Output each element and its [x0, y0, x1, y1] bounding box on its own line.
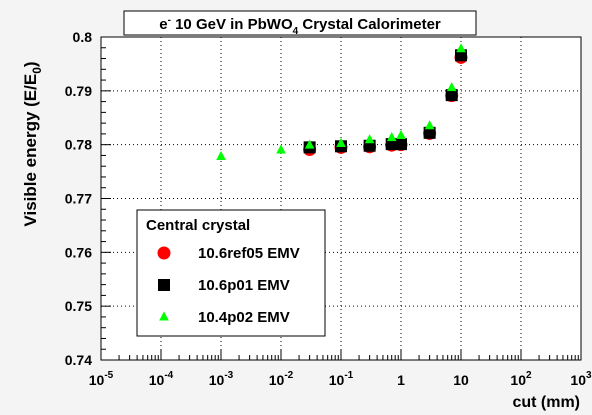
y-tick-label: 0.76	[65, 244, 92, 260]
y-tick-label: 0.75	[65, 298, 92, 314]
y-tick-labels: 0.74 0.75 0.76 0.77 0.78 0.79 0.8	[65, 29, 92, 368]
legend: Central crystal 10.6ref05 EMV 10.6p01 EMV…	[136, 209, 326, 337]
triangle-point	[396, 129, 406, 139]
x-tick-label: 102	[510, 370, 532, 388]
triangle-point	[304, 139, 315, 149]
legend-item: 10.4p02 EMV	[159, 309, 290, 326]
legend-label: 10.4p02 EMV	[198, 309, 290, 326]
x-tick-label: 10-2	[269, 370, 294, 388]
axis-ticks	[100, 36, 582, 361]
square-point	[445, 89, 458, 102]
y-tick-label: 0.79	[65, 83, 92, 99]
legend-label: 10.6ref05 EMV	[198, 245, 300, 262]
legend-item: 10.6p01 EMV	[158, 277, 290, 294]
triangle-point	[386, 132, 397, 142]
y-tick-label: 0.78	[65, 137, 92, 153]
x-tick-label: 10	[453, 372, 469, 388]
chart-title: e- 10 GeV in PbWO4 Crystal Calorimeter	[159, 15, 441, 37]
triangle-point	[456, 43, 466, 53]
legend-box	[136, 209, 326, 337]
x-tick-label: 1	[397, 372, 405, 388]
x-tick-label: 10-5	[89, 370, 114, 388]
plot-frame	[100, 36, 582, 361]
legend-label: 10.6p01 EMV	[198, 277, 290, 294]
title-box: e- 10 GeV in PbWO4 Crystal Calorimeter	[123, 10, 477, 37]
triangle-point	[446, 81, 457, 92]
square-point	[395, 138, 407, 151]
x-tick-label: 10-1	[329, 370, 354, 388]
triangle-point	[424, 120, 435, 130]
triangle-point	[276, 144, 286, 154]
legend-triangle-swatch	[159, 311, 169, 321]
y-tick-label: 0.74	[65, 352, 92, 368]
y-tick-label: 0.77	[65, 191, 92, 207]
square-point	[423, 126, 436, 139]
x-axis-label: cut (mm)	[512, 394, 580, 411]
x-tick-label: 10-3	[209, 370, 234, 388]
x-tick-label: 103	[570, 370, 592, 388]
y-axis-label: Visible energy (E/E0)	[21, 61, 44, 226]
legend-item: 10.6ref05 EMV	[157, 245, 300, 262]
triangle-point	[364, 134, 375, 144]
legend-title: Central crystal	[146, 217, 250, 234]
legend-square-swatch	[158, 279, 170, 291]
series-triangle	[216, 43, 466, 160]
triangle-point	[336, 137, 346, 148]
x-tick-labels: 10-5 10-4 10-3 10-2 10-1 1 10 102 103	[89, 370, 592, 388]
x-tick-label: 10-4	[149, 370, 174, 388]
legend-circle-swatch	[157, 246, 171, 260]
y-tick-label: 0.8	[73, 29, 93, 45]
data-marks	[216, 43, 468, 160]
triangle-point	[216, 150, 226, 160]
